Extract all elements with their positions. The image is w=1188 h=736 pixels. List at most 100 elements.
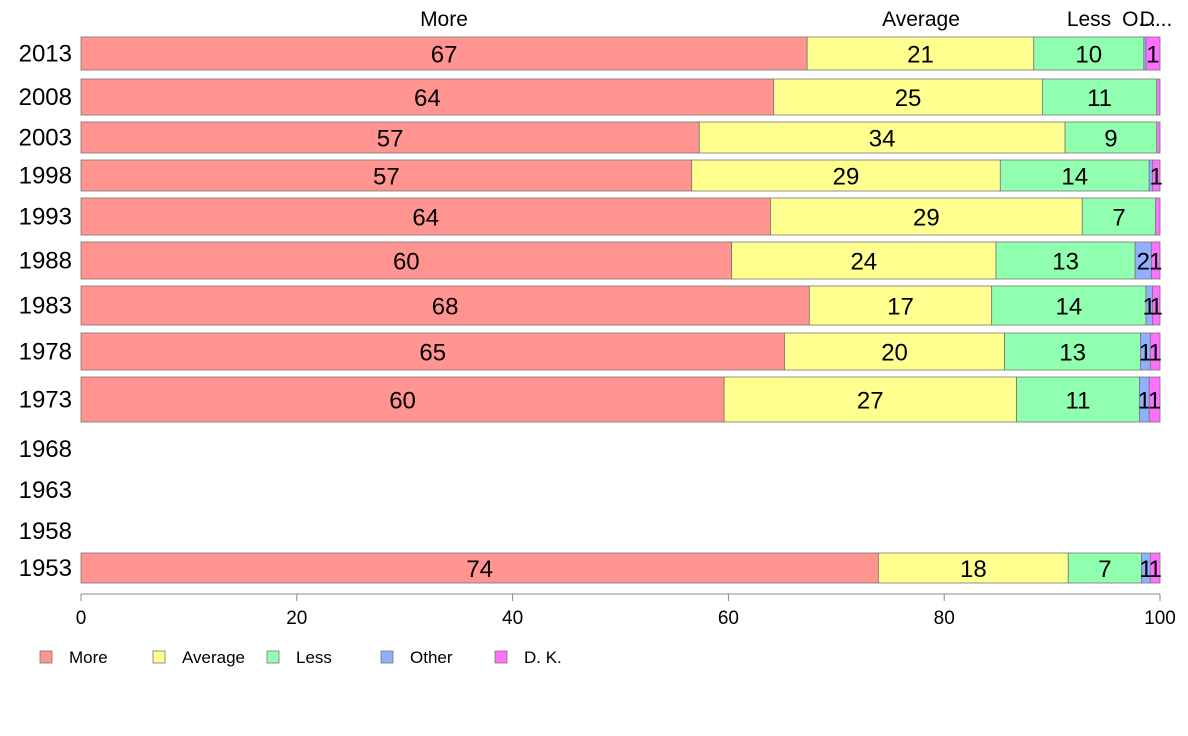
data-label: 14 <box>1055 294 1082 321</box>
year-label: 1993 <box>19 204 72 231</box>
data-label: 1 <box>1148 556 1161 583</box>
bar-segment <box>80 285 810 326</box>
data-label: 1 <box>1139 556 1152 583</box>
bar-segment <box>808 285 993 326</box>
data-label: 20 <box>881 340 908 367</box>
data-label: 34 <box>869 126 896 153</box>
bar-segment <box>1145 36 1161 71</box>
series-top-label: More <box>420 8 468 31</box>
data-label: 1 <box>1148 388 1161 415</box>
x-tick-label: 40 <box>502 608 523 629</box>
bar-segment <box>1152 285 1161 326</box>
x-tick-label: 100 <box>1144 608 1176 629</box>
bar-segment <box>80 332 785 371</box>
data-label: 1 <box>1150 164 1163 191</box>
bar-segment <box>1152 159 1161 192</box>
data-label: 29 <box>913 205 940 232</box>
bar-segment <box>1016 376 1140 423</box>
bar-segment <box>80 197 771 236</box>
data-label: 74 <box>466 556 493 583</box>
series-top-label: D... <box>1140 8 1173 31</box>
data-label: 1 <box>1150 294 1163 321</box>
data-label: 7 <box>1098 556 1111 583</box>
bar-segment <box>1041 78 1158 116</box>
bar-segment <box>80 121 700 154</box>
bar-segment <box>773 78 1043 116</box>
legend: More Average Less Other D. K. <box>39 648 562 667</box>
legend-label: Less <box>296 648 332 667</box>
year-label: 1958 <box>19 518 72 545</box>
data-label: 1 <box>1139 340 1152 367</box>
data-label: 18 <box>960 556 987 583</box>
bar-segment <box>1081 197 1157 236</box>
data-label: 65 <box>419 340 446 367</box>
legend-label: More <box>69 648 108 667</box>
year-label: 2013 <box>19 41 72 68</box>
data-label: 1 <box>1148 340 1161 367</box>
legend-label: Average <box>182 648 245 667</box>
bar-segment <box>80 552 879 584</box>
bar-segment <box>1155 197 1161 236</box>
bar-segment <box>1149 332 1161 371</box>
data-label: 25 <box>895 85 922 112</box>
legend-swatch <box>39 650 53 664</box>
y-axis: 2013 2008 2003 1998 1993 1988 1983 1978 1973 1968… <box>19 41 72 583</box>
data-label: 11 <box>1087 85 1112 112</box>
year-label: 1953 <box>19 555 72 582</box>
legend-swatch <box>266 650 280 664</box>
year-label: 1963 <box>19 477 72 504</box>
legend-label: D. K. <box>524 648 562 667</box>
year-label: 2008 <box>19 84 72 111</box>
bar-segment <box>80 241 733 280</box>
data-label: 1 <box>1146 42 1159 69</box>
x-tick-label: 60 <box>718 608 739 629</box>
data-label: 60 <box>389 388 416 415</box>
bar-segment <box>1150 241 1161 280</box>
year-label: 1998 <box>19 163 72 190</box>
year-label: 1978 <box>19 339 72 366</box>
bar-segment <box>691 159 1001 192</box>
data-label: 29 <box>833 164 860 191</box>
year-label: 1968 <box>19 436 72 463</box>
top-series-labels: More Average Less O...D... <box>420 8 1172 31</box>
data-label: 13 <box>1052 249 1079 276</box>
data-label: 1 <box>1138 388 1151 415</box>
bar-segment <box>770 197 1083 236</box>
data-label: 64 <box>412 205 439 232</box>
legend-label: Other <box>410 648 453 667</box>
bar-segment <box>1148 376 1161 423</box>
bar-segment <box>806 36 1035 71</box>
data-label: 57 <box>373 164 400 191</box>
x-tick-label: 80 <box>934 608 955 629</box>
bar-segment <box>731 241 997 280</box>
x-axis: 0 20 40 60 80 100 <box>76 593 1176 629</box>
data-label: 67 <box>431 42 458 69</box>
bar-segment <box>995 241 1136 280</box>
data-label: 57 <box>377 126 404 153</box>
data-label: 64 <box>414 85 441 112</box>
data-label: 24 <box>850 249 877 276</box>
bar-segment <box>1156 78 1161 116</box>
bar-segment <box>723 376 1017 423</box>
bar-segment <box>80 159 693 192</box>
bar-segment <box>877 552 1069 584</box>
bar-segment <box>999 159 1150 192</box>
data-label: 60 <box>393 249 420 276</box>
data-label: 9 <box>1104 126 1117 153</box>
data-label: 68 <box>432 294 459 321</box>
data-label: 14 <box>1061 164 1088 191</box>
x-tick-label: 20 <box>286 608 307 629</box>
legend-swatch <box>380 650 394 664</box>
data-label: 10 <box>1075 42 1102 69</box>
data-label: 2 <box>1137 249 1150 276</box>
series-top-label: Less <box>1067 8 1111 31</box>
data-label: 17 <box>887 294 914 321</box>
data-label: 27 <box>857 388 884 415</box>
bar-segment <box>784 332 1006 371</box>
bar-segment <box>1156 121 1161 154</box>
year-label: 1973 <box>19 387 72 414</box>
year-label: 2003 <box>19 125 72 152</box>
legend-swatch <box>494 650 508 664</box>
